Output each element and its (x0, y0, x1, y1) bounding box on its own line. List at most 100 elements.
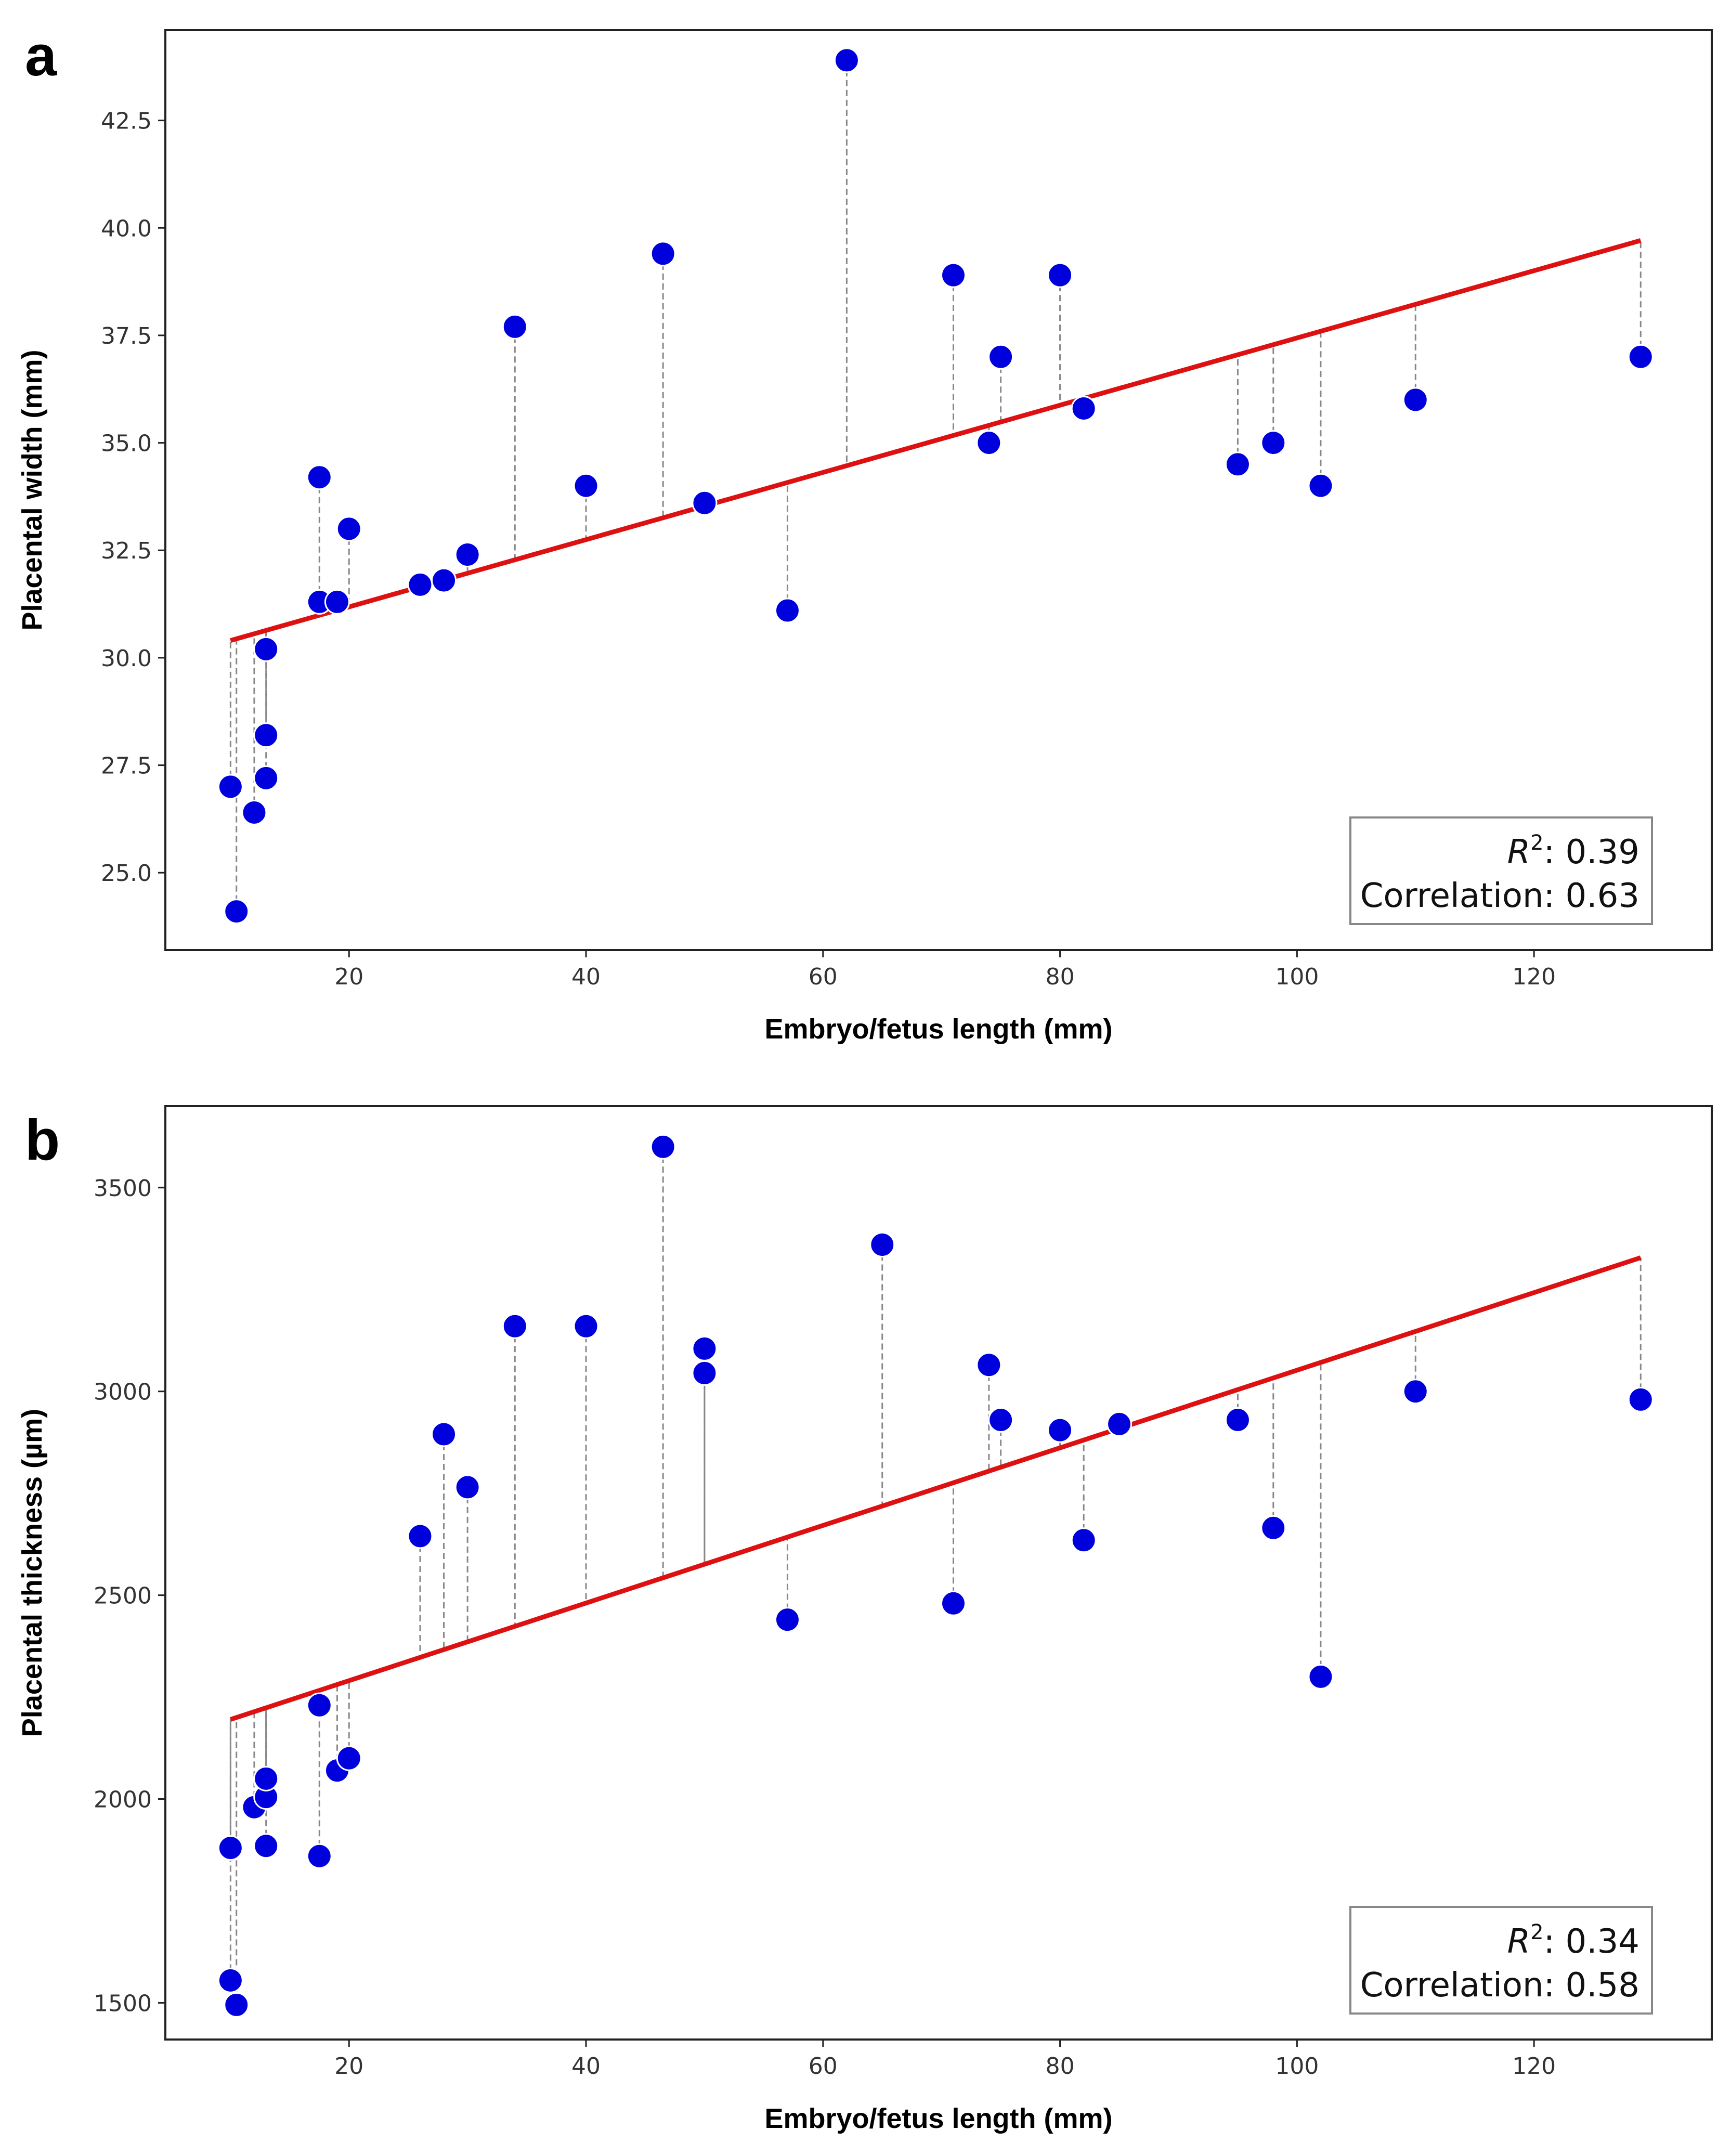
data-point (306, 464, 332, 490)
x-tick-label: 20 (334, 2053, 363, 2080)
x-tick-label: 120 (1512, 2053, 1556, 2080)
panel-letter: a (25, 24, 57, 88)
data-point (1071, 395, 1097, 421)
r-squared-superscript: 2 (1530, 1920, 1543, 1944)
data-point (1308, 473, 1334, 499)
data-point (253, 765, 279, 791)
data-point (573, 1313, 599, 1339)
data-point (1628, 1386, 1654, 1412)
stats-box: R2: 0.34 Correlation: 0.58 (1349, 1906, 1653, 2015)
y-tick-label: 2000 (94, 1787, 152, 1813)
data-point (253, 636, 279, 662)
data-point (692, 1360, 718, 1386)
data-point (1260, 1515, 1286, 1541)
data-point (454, 1474, 480, 1500)
stats-box-frame (1349, 1906, 1653, 2015)
data-point (431, 1421, 457, 1447)
stats-box-frame (1349, 816, 1653, 925)
data-point (253, 1765, 279, 1791)
r-squared-value: : 0.39 (1544, 833, 1639, 872)
data-point (1260, 430, 1286, 456)
data-point (407, 572, 433, 598)
r-squared-value: : 0.34 (1544, 1923, 1639, 1961)
panel-a: a 20 40 60 80 100 120 25.0 27.5 30.0 32.5 35.0 37.5 4… (17, 24, 1713, 1045)
data-point (431, 567, 457, 593)
data-point (988, 344, 1014, 370)
y-axis-label: Placental thickness (µm) (17, 1409, 48, 1737)
data-point (1225, 1407, 1251, 1433)
data-point (1628, 344, 1654, 370)
r-squared-text: R2: 0.34 (1507, 1920, 1639, 1961)
data-point (940, 1590, 966, 1616)
data-point (454, 541, 480, 567)
correlation-text: Correlation: 0.58 (1360, 1966, 1639, 2005)
y-axis-label: Placental width (mm) (17, 349, 48, 630)
data-point (1071, 1527, 1097, 1553)
data-point (1402, 387, 1428, 413)
data-point (1308, 1664, 1334, 1690)
data-point (1047, 1417, 1073, 1443)
plot-frame (164, 1105, 1713, 2041)
data-point (1047, 262, 1073, 288)
y-tick-label: 3000 (94, 1379, 152, 1406)
x-tick-label: 120 (1512, 964, 1556, 990)
data-point (502, 314, 528, 340)
data-point (692, 1335, 718, 1361)
x-tick-label: 80 (1046, 2053, 1075, 2080)
data-point (241, 799, 267, 825)
y-tick-label: 25.0 (101, 860, 152, 887)
r-squared-superscript: 2 (1530, 831, 1543, 855)
y-tick-label: 32.5 (101, 538, 152, 564)
panel-letter: b (25, 1108, 60, 1172)
data-point (1225, 451, 1251, 477)
plot-frame (164, 29, 1713, 951)
r-squared-symbol: R (1507, 1923, 1530, 1961)
data-point (1107, 1411, 1133, 1437)
x-axis-label: Embryo/fetus length (mm) (764, 1014, 1112, 1045)
data-point (869, 1232, 895, 1258)
data-point (224, 1992, 250, 2018)
data-point (650, 241, 676, 267)
data-point (224, 899, 250, 925)
stats-box: R2: 0.39 Correlation: 0.63 (1349, 816, 1653, 925)
x-tick-label: 80 (1046, 964, 1075, 990)
data-point (692, 490, 718, 516)
data-point (306, 1692, 332, 1718)
r-squared-symbol: R (1507, 833, 1530, 872)
data-point (306, 1843, 332, 1869)
data-point (407, 1523, 433, 1549)
data-point (217, 774, 243, 800)
data-point (573, 473, 599, 499)
y-tick-label: 42.5 (101, 108, 152, 135)
y-tick-label: 3500 (94, 1175, 152, 1202)
data-point (940, 262, 966, 288)
correlation-text: Correlation: 0.63 (1360, 877, 1639, 915)
data-point (324, 589, 350, 615)
data-point (834, 47, 860, 73)
y-tick-label: 37.5 (101, 323, 152, 349)
x-tick-label: 40 (571, 964, 601, 990)
data-point (774, 598, 800, 624)
data-point (336, 1745, 362, 1771)
y-tick-label: 2500 (94, 1583, 152, 1609)
x-tick-label: 60 (809, 964, 838, 990)
regression-line (230, 238, 1642, 643)
y-tick-label: 40.0 (101, 215, 152, 242)
x-tick-label: 100 (1275, 2053, 1319, 2080)
y-tick-label: 1500 (94, 1990, 152, 2017)
x-axis-label: Embryo/fetus length (mm) (764, 2103, 1112, 2134)
x-tick-label: 40 (571, 2053, 601, 2080)
data-point (976, 1352, 1002, 1378)
panel-b: b 20 40 60 80 100 120 1500 2000 2500 3000 3500 Embry… (17, 1105, 1713, 2134)
y-tick-label: 27.5 (101, 753, 152, 780)
data-point (774, 1607, 800, 1633)
x-tick-label: 20 (334, 964, 363, 990)
data-point (650, 1134, 676, 1160)
data-point (217, 1835, 243, 1861)
y-tick-label: 35.0 (101, 431, 152, 457)
data-point (502, 1313, 528, 1339)
data-point (217, 1967, 243, 1993)
data-point (253, 722, 279, 748)
data-point (253, 1833, 279, 1859)
